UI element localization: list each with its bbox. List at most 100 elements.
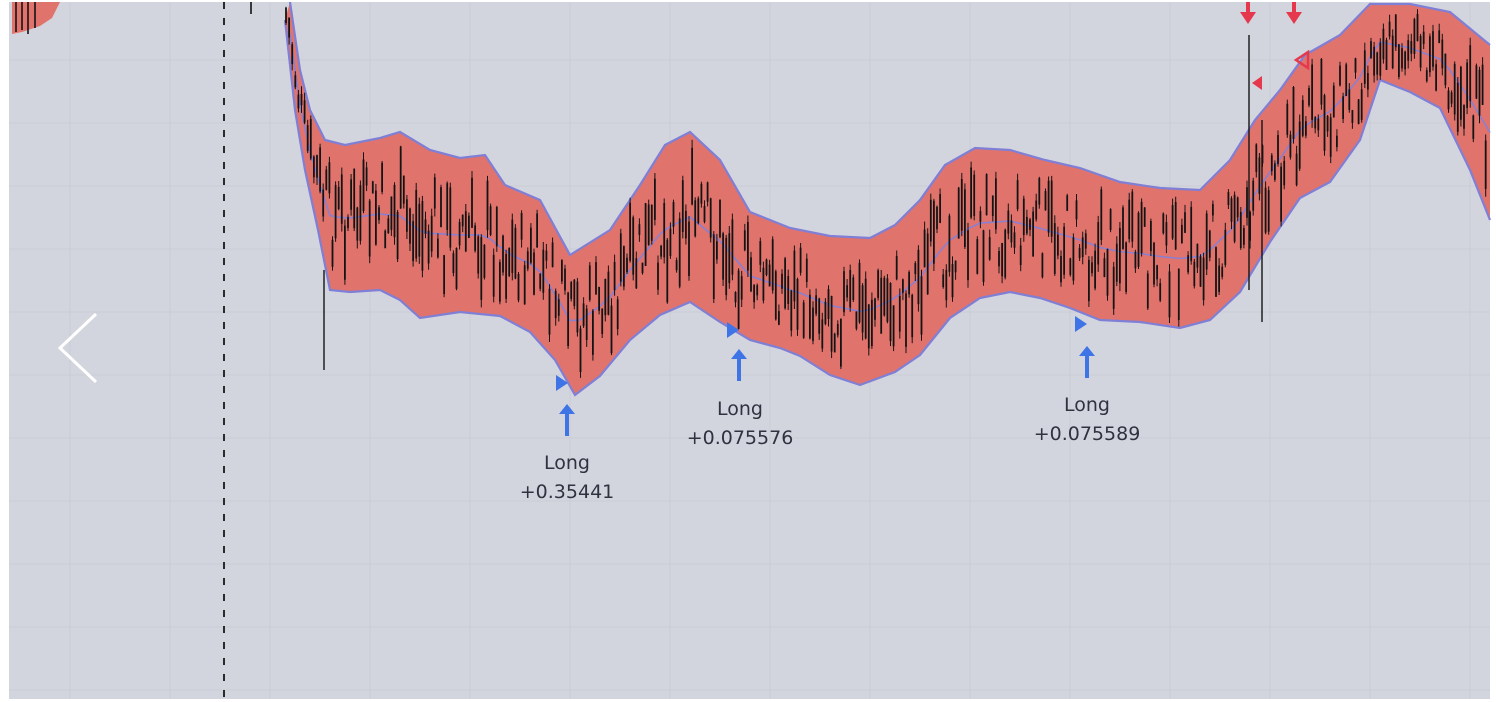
- candle-body: [415, 189, 418, 259]
- candle-body: [387, 218, 390, 234]
- candle-body: [1029, 219, 1031, 230]
- candle-body: [1032, 211, 1034, 257]
- candle-body: [933, 200, 935, 264]
- candle-body: [362, 159, 365, 212]
- short-arrow-icon: [1240, 2, 1256, 24]
- candle-body: [995, 178, 997, 230]
- candle-body: [567, 292, 569, 346]
- candle-body: [871, 299, 873, 347]
- candle-body: [703, 205, 706, 222]
- candle-body: [1286, 103, 1289, 135]
- candle-body: [1143, 207, 1146, 227]
- candle-body: [446, 183, 449, 230]
- candle-body: [1453, 63, 1456, 115]
- candle-body: [1128, 199, 1131, 240]
- candle-body: [1323, 95, 1326, 151]
- candle-body: [294, 75, 297, 88]
- candle-body: [793, 250, 796, 302]
- bollinger-band-fill-left: [12, 2, 60, 34]
- candle-body: [1013, 232, 1016, 248]
- candle-body: [1425, 70, 1428, 82]
- candle-body: [685, 210, 687, 239]
- candle-body: [1112, 266, 1115, 309]
- candle-body: [1308, 88, 1310, 106]
- short-entry-marker: [1252, 76, 1262, 90]
- candle-body: [477, 236, 480, 274]
- candle-body: [709, 198, 712, 238]
- candle-body: [561, 260, 563, 282]
- candle-body: [691, 147, 693, 205]
- candle-body: [1215, 247, 1217, 297]
- candle-body: [1007, 210, 1010, 234]
- candle-body: [390, 196, 393, 230]
- candle-body: [1026, 216, 1028, 234]
- candle-body: [886, 278, 889, 322]
- long-arrow-icon: [1079, 346, 1095, 378]
- candle-body: [530, 227, 532, 263]
- candle-body: [1022, 198, 1025, 236]
- candle-body: [285, 7, 287, 23]
- candle-body: [1174, 202, 1177, 250]
- candle-body: [1320, 59, 1323, 105]
- candle-body: [585, 308, 588, 340]
- candle-body: [1277, 135, 1279, 164]
- candle-body: [517, 274, 520, 301]
- candle-body: [1066, 195, 1069, 211]
- candle-body: [325, 169, 328, 190]
- candle-body: [1177, 268, 1180, 320]
- candle-body: [874, 298, 876, 320]
- candle-body: [719, 199, 721, 238]
- previous-slide-button[interactable]: [52, 308, 104, 388]
- candle-body: [458, 221, 461, 246]
- candle-body: [1010, 220, 1013, 243]
- candle-body: [331, 239, 334, 267]
- candle-body: [678, 218, 681, 287]
- candle-body: [1274, 163, 1276, 180]
- candle-body: [846, 285, 848, 298]
- candle-body: [579, 328, 582, 372]
- candle-body: [1379, 42, 1382, 76]
- candle-body: [722, 233, 724, 280]
- candle-body: [1224, 229, 1227, 265]
- candle-body: [486, 180, 489, 231]
- candle-body: [942, 274, 945, 287]
- candle-body: [1360, 89, 1363, 120]
- candle-body: [880, 277, 883, 334]
- candle-body: [1041, 253, 1044, 278]
- candle-body: [371, 181, 374, 194]
- candle-body: [1016, 180, 1019, 210]
- candle-body: [384, 230, 387, 249]
- candle-body: [592, 310, 594, 355]
- candle-body: [433, 177, 436, 209]
- candle-body: [619, 233, 622, 282]
- candle-body: [1339, 65, 1341, 86]
- candle-body: [1252, 180, 1255, 211]
- candle-body: [681, 180, 684, 232]
- candle-body: [511, 219, 514, 273]
- candle-body: [1069, 258, 1072, 275]
- candle-body: [750, 257, 752, 292]
- candle-body: [1326, 116, 1329, 132]
- price-chart[interactable]: [9, 2, 1490, 699]
- candle-body: [1301, 100, 1304, 136]
- candle-body: [1115, 243, 1118, 282]
- candle-body: [985, 174, 988, 216]
- candle-body: [570, 282, 573, 299]
- candle-body: [979, 211, 982, 222]
- candle-body: [778, 311, 780, 325]
- candle-body: [1038, 178, 1041, 205]
- candle-body: [623, 246, 625, 287]
- candle-body: [700, 183, 703, 204]
- candle-body: [1376, 52, 1379, 75]
- candle-body: [1298, 121, 1301, 169]
- candle-body: [1484, 140, 1487, 189]
- candle-body: [1354, 58, 1357, 73]
- candle-body: [1181, 224, 1183, 244]
- candle-body: [440, 187, 442, 228]
- candle-body: [288, 17, 290, 38]
- candle-body: [911, 294, 914, 338]
- candle-body: [802, 302, 805, 338]
- candle-body: [607, 271, 610, 315]
- candle-body: [1438, 30, 1441, 43]
